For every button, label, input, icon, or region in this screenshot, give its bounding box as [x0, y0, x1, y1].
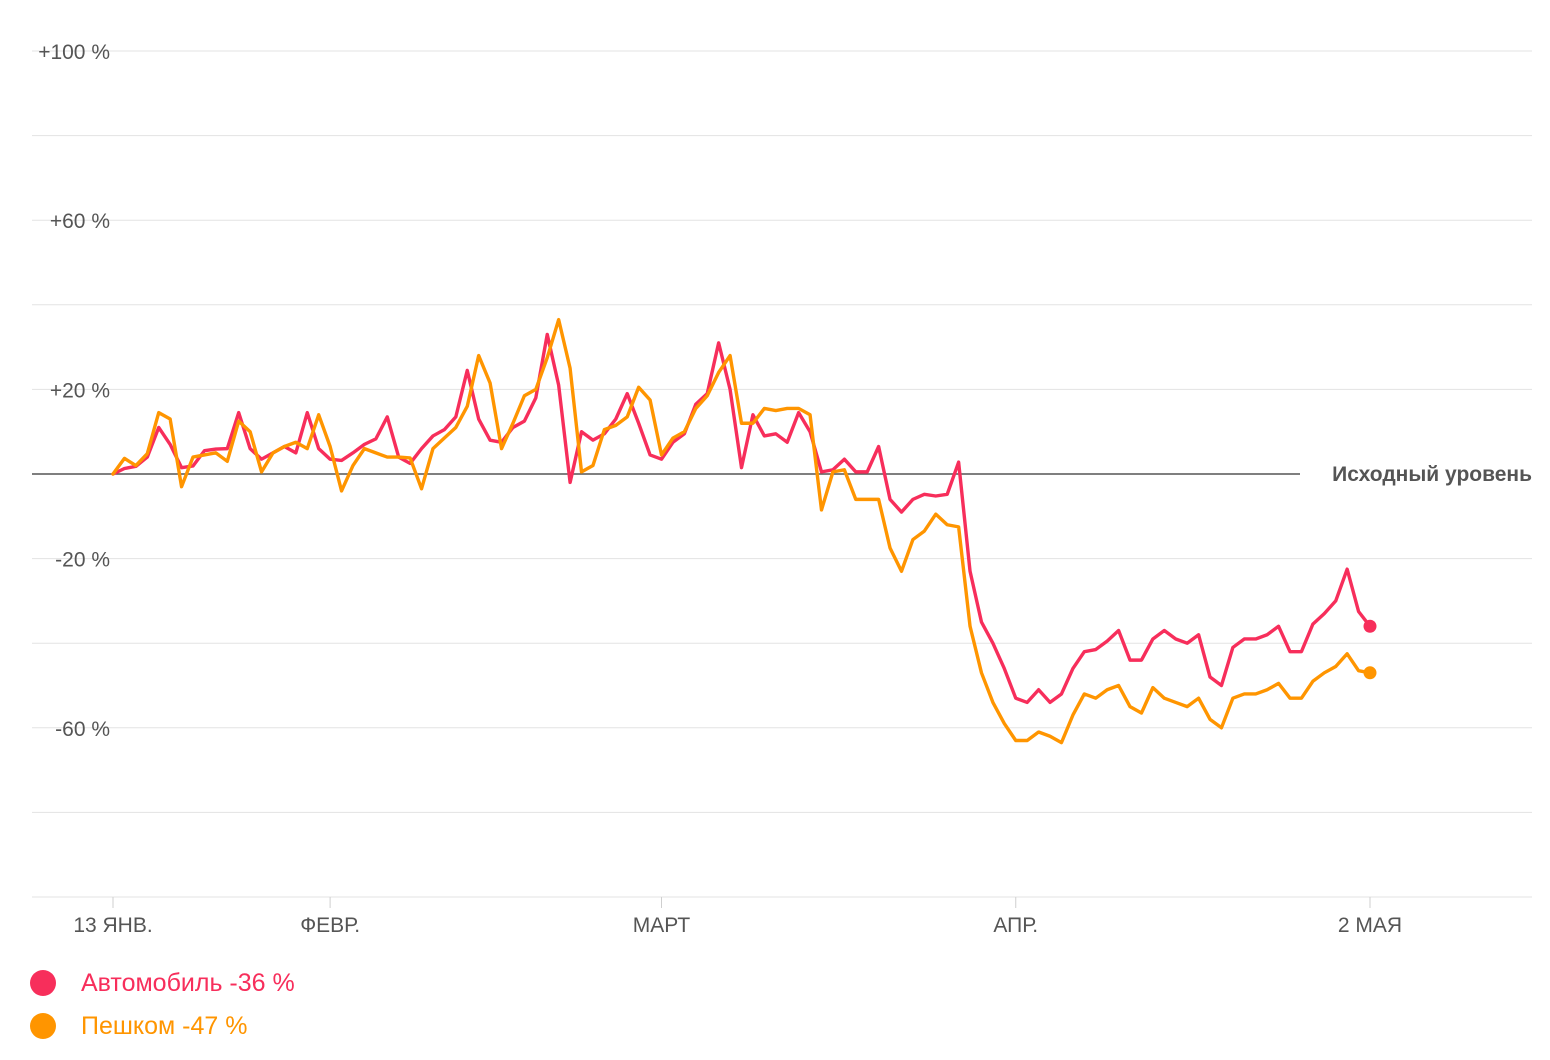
baseline: Исходный уровень	[32, 463, 1532, 486]
x-tick-label: 13 ЯНВ.	[73, 914, 152, 937]
legend-dot-walking	[30, 1013, 56, 1039]
legend-dot-car	[30, 970, 56, 996]
x-tick-label: ФЕВР.	[300, 914, 360, 937]
x-tick-label: АПР.	[993, 914, 1038, 937]
legend-label-walking: Пешком -47 %	[81, 1011, 248, 1040]
grid-lines	[32, 50, 1532, 898]
y-tick-label: +20 %	[50, 379, 110, 402]
x-axis-ticks: 13 ЯНВ. ФЕВР. МАРТ АПР. 2 МАЯ	[73, 897, 1402, 937]
mobility-line-chart: Исходный уровень +100 % +60 % +20 % -20 % -6…	[32, 41, 1532, 937]
legend-item-walking[interactable]: Пешком -47 %	[30, 1008, 630, 1044]
x-tick-label: 2 МАЯ	[1338, 914, 1402, 937]
baseline-label: Исходный уровень	[1332, 463, 1532, 486]
legend-item-car[interactable]: Автомобиль -36 %	[30, 965, 630, 1001]
x-tick-label: МАРТ	[633, 914, 691, 937]
y-tick-label: +60 %	[50, 210, 110, 233]
series-end-point-car	[1363, 619, 1377, 633]
series-group	[111, 317, 1377, 745]
series-end-point-walking	[1363, 666, 1377, 680]
y-tick-label: +100 %	[38, 41, 110, 64]
y-axis-ticks: +100 % +60 % +20 % -20 % -60 %	[38, 41, 110, 741]
series-line-car	[111, 332, 1372, 705]
legend-label-car: Автомобиль -36 %	[81, 968, 295, 997]
y-tick-label: -60 %	[55, 718, 110, 741]
series-line-walking	[111, 317, 1372, 745]
y-tick-label: -20 %	[55, 549, 110, 572]
